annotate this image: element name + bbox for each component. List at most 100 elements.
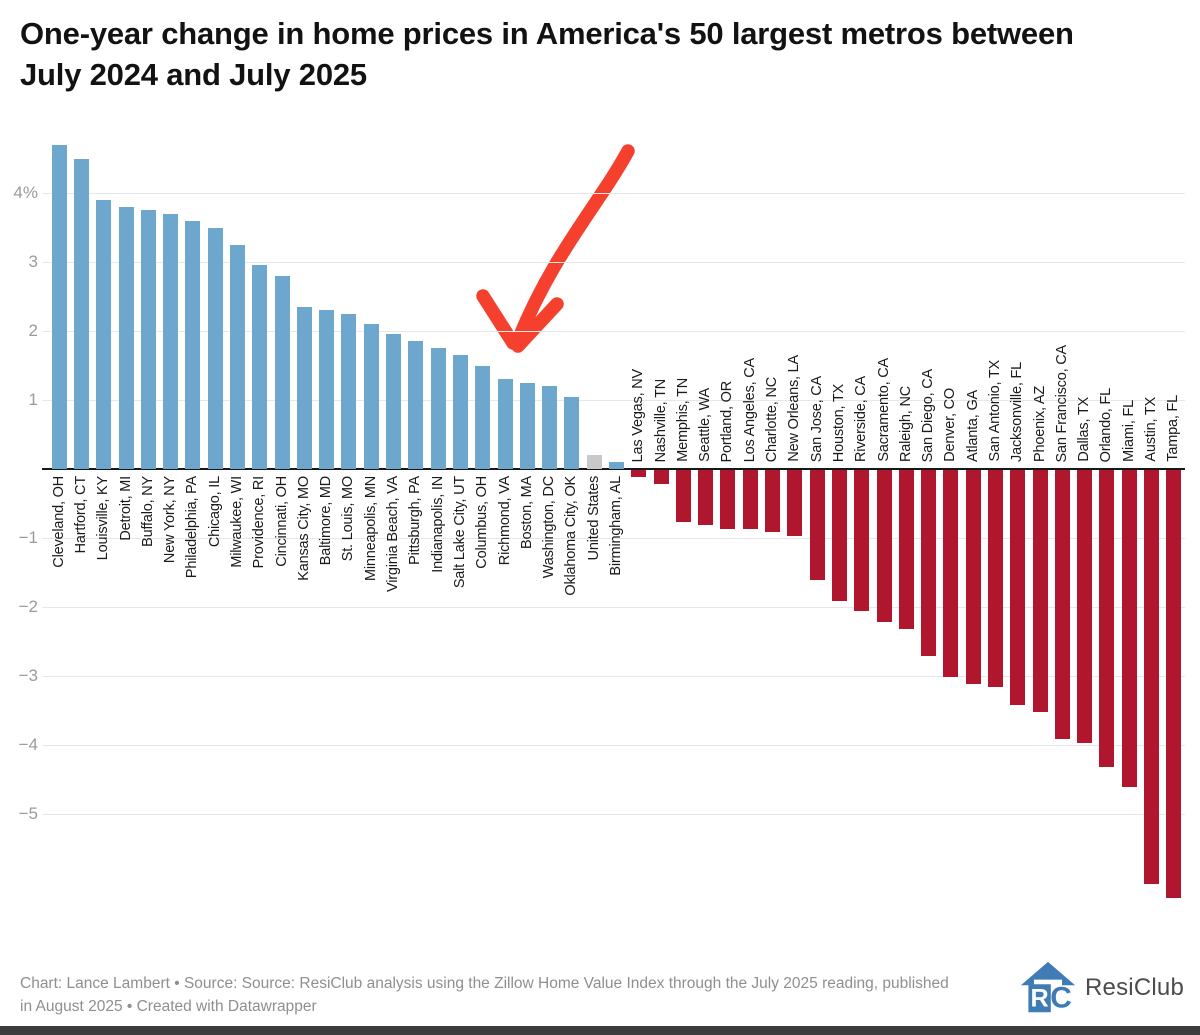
bar-portland-or[interactable] <box>720 470 736 529</box>
bar-richmond-va[interactable] <box>497 379 513 469</box>
bar-san-diego-ca[interactable] <box>921 470 937 657</box>
bar-louisville-ky[interactable] <box>96 199 112 469</box>
bar-denver-co[interactable] <box>943 470 959 677</box>
resiclub-logo-text: ResiClub <box>1085 974 1184 1001</box>
svg-text:R: R <box>1031 985 1049 1013</box>
bar-label-denver-co: Denver, CO <box>942 388 959 462</box>
bar-washington-dc[interactable] <box>542 386 558 469</box>
bar-sacramento-ca[interactable] <box>876 470 892 622</box>
bar-los-angeles-ca[interactable] <box>742 470 758 529</box>
bar-label-seattle-wa: Seattle, WA <box>697 388 714 462</box>
bar-providence-ri[interactable] <box>252 265 268 469</box>
resiclub-logo-icon: R C <box>1020 961 1076 1015</box>
bar-label-hartford-ct: Hartford, CT <box>72 476 89 554</box>
bar-label-nashville-tn: Nashville, TN <box>652 378 669 462</box>
bar-dallas-tx[interactable] <box>1077 470 1093 743</box>
bar-minneapolis-mn[interactable] <box>363 324 379 469</box>
bar-baltimore-md[interactable] <box>319 310 335 469</box>
bar-charlotte-nc[interactable] <box>765 470 781 533</box>
bar-atlanta-ga[interactable] <box>965 470 981 684</box>
bar-label-st-louis-mo: St. Louis, MO <box>340 476 357 562</box>
y-axis-tick-label: −4 <box>18 735 38 754</box>
bar-philadelphia-pa[interactable] <box>185 220 201 469</box>
bar-san-jose-ca[interactable] <box>809 470 825 581</box>
bar-las-vegas-nv[interactable] <box>631 470 647 477</box>
bar-united-states[interactable] <box>586 455 602 469</box>
bar-cincinnati-oh[interactable] <box>274 275 290 469</box>
bar-milwaukee-wi[interactable] <box>230 244 245 469</box>
bar-boston-ma[interactable] <box>519 382 535 469</box>
bar-label-orlando-fl: Orlando, FL <box>1098 387 1115 462</box>
bar-indianapolis-in[interactable] <box>430 348 446 469</box>
bar-label-new-york-ny: New York, NY <box>162 476 179 564</box>
bar-phoenix-az[interactable] <box>1032 470 1048 712</box>
svg-text:C: C <box>1050 982 1072 1015</box>
y-axis-tick-label: −1 <box>18 528 38 547</box>
bar-miami-fl[interactable] <box>1121 470 1137 788</box>
gridline <box>42 607 1185 608</box>
chart-credit: Chart: Lance Lambert • Source: Source: R… <box>20 975 949 1016</box>
bar-kansas-city-mo[interactable] <box>296 306 312 469</box>
bar-jacksonville-fl[interactable] <box>1010 470 1026 705</box>
gridline <box>42 814 1185 815</box>
bar-label-pittsburgh-pa: Pittsburgh, PA <box>407 476 424 565</box>
bar-label-united-states: United States <box>585 476 602 561</box>
bar-riverside-ca[interactable] <box>854 470 870 612</box>
bar-label-cincinnati-oh: Cincinnati, OH <box>273 476 290 567</box>
y-axis-tick-label: −5 <box>18 804 38 823</box>
y-axis-tick-label: −2 <box>18 597 38 616</box>
bar-birmingham-al[interactable] <box>609 462 624 469</box>
gridline <box>42 538 1185 539</box>
bar-label-chicago-il: Chicago, IL <box>206 476 223 548</box>
bar-pittsburgh-pa[interactable] <box>408 341 424 469</box>
bar-virginia-beach-va[interactable] <box>386 334 402 469</box>
gridline <box>42 331 1185 332</box>
bar-label-louisville-ky: Louisville, KY <box>95 476 112 561</box>
bar-salt-lake-city-ut[interactable] <box>452 355 468 469</box>
bar-st-louis-mo[interactable] <box>341 313 357 469</box>
bar-label-new-orleans-la: New Orleans, LA <box>786 355 803 462</box>
bar-orlando-fl[interactable] <box>1099 470 1115 767</box>
bar-label-austin-tx: Austin, TX <box>1143 397 1160 462</box>
bar-label-atlanta-ga: Atlanta, GA <box>964 390 981 462</box>
bar-label-memphis-tn: Memphis, TN <box>674 378 691 462</box>
bar-label-oklahoma-city-ok: Oklahoma City, OK <box>563 476 580 596</box>
bar-label-dallas-tx: Dallas, TX <box>1076 397 1093 462</box>
bar-seattle-wa[interactable] <box>698 470 714 526</box>
bar-san-francisco-ca[interactable] <box>1054 470 1070 740</box>
bar-label-miami-fl: Miami, FL <box>1120 400 1137 462</box>
bar-label-cleveland-oh: Cleveland, OH <box>50 476 67 568</box>
bar-label-washington-dc: Washington, DC <box>541 476 558 579</box>
bar-san-antonio-tx[interactable] <box>988 470 1003 688</box>
bar-label-phoenix-az: Phoenix, AZ <box>1031 386 1048 462</box>
y-axis-tick-label: 3 <box>28 252 38 271</box>
bar-oklahoma-city-ok[interactable] <box>564 396 580 469</box>
bar-austin-tx[interactable] <box>1144 470 1160 884</box>
bar-label-baltimore-md: Baltimore, MD <box>318 476 335 566</box>
bar-tampa-fl[interactable] <box>1166 470 1182 898</box>
bar-label-richmond-va: Richmond, VA <box>496 476 513 566</box>
bar-columbus-oh[interactable] <box>475 365 491 469</box>
bar-label-columbus-oh: Columbus, OH <box>474 476 491 569</box>
bar-cleveland-oh[interactable] <box>51 144 67 469</box>
bar-new-orleans-la[interactable] <box>787 470 803 536</box>
bar-label-las-vegas-nv: Las Vegas, NV <box>630 368 647 462</box>
bar-raleigh-nc[interactable] <box>898 470 914 629</box>
bar-buffalo-ny[interactable] <box>140 210 156 469</box>
bar-nashville-tn[interactable] <box>653 470 669 484</box>
bar-new-york-ny[interactable] <box>163 213 179 469</box>
bar-houston-tx[interactable] <box>831 470 847 602</box>
y-axis-tick-label: 1 <box>28 390 38 409</box>
bar-label-san-francisco-ca: San Francisco, CA <box>1053 344 1070 462</box>
bar-hartford-ct[interactable] <box>73 158 89 469</box>
bar-label-charlotte-nc: Charlotte, NC <box>764 376 781 462</box>
bottom-strip <box>0 1026 1200 1035</box>
bar-detroit-mi[interactable] <box>118 206 134 469</box>
bar-memphis-tn[interactable] <box>675 470 691 522</box>
bar-label-san-antonio-tx: San Antonio, TX <box>987 360 1003 462</box>
bar-label-riverside-ca: Riverside, CA <box>853 375 870 462</box>
bar-chicago-il[interactable] <box>207 227 223 469</box>
bar-label-jacksonville-fl: Jacksonville, FL <box>1009 362 1026 462</box>
